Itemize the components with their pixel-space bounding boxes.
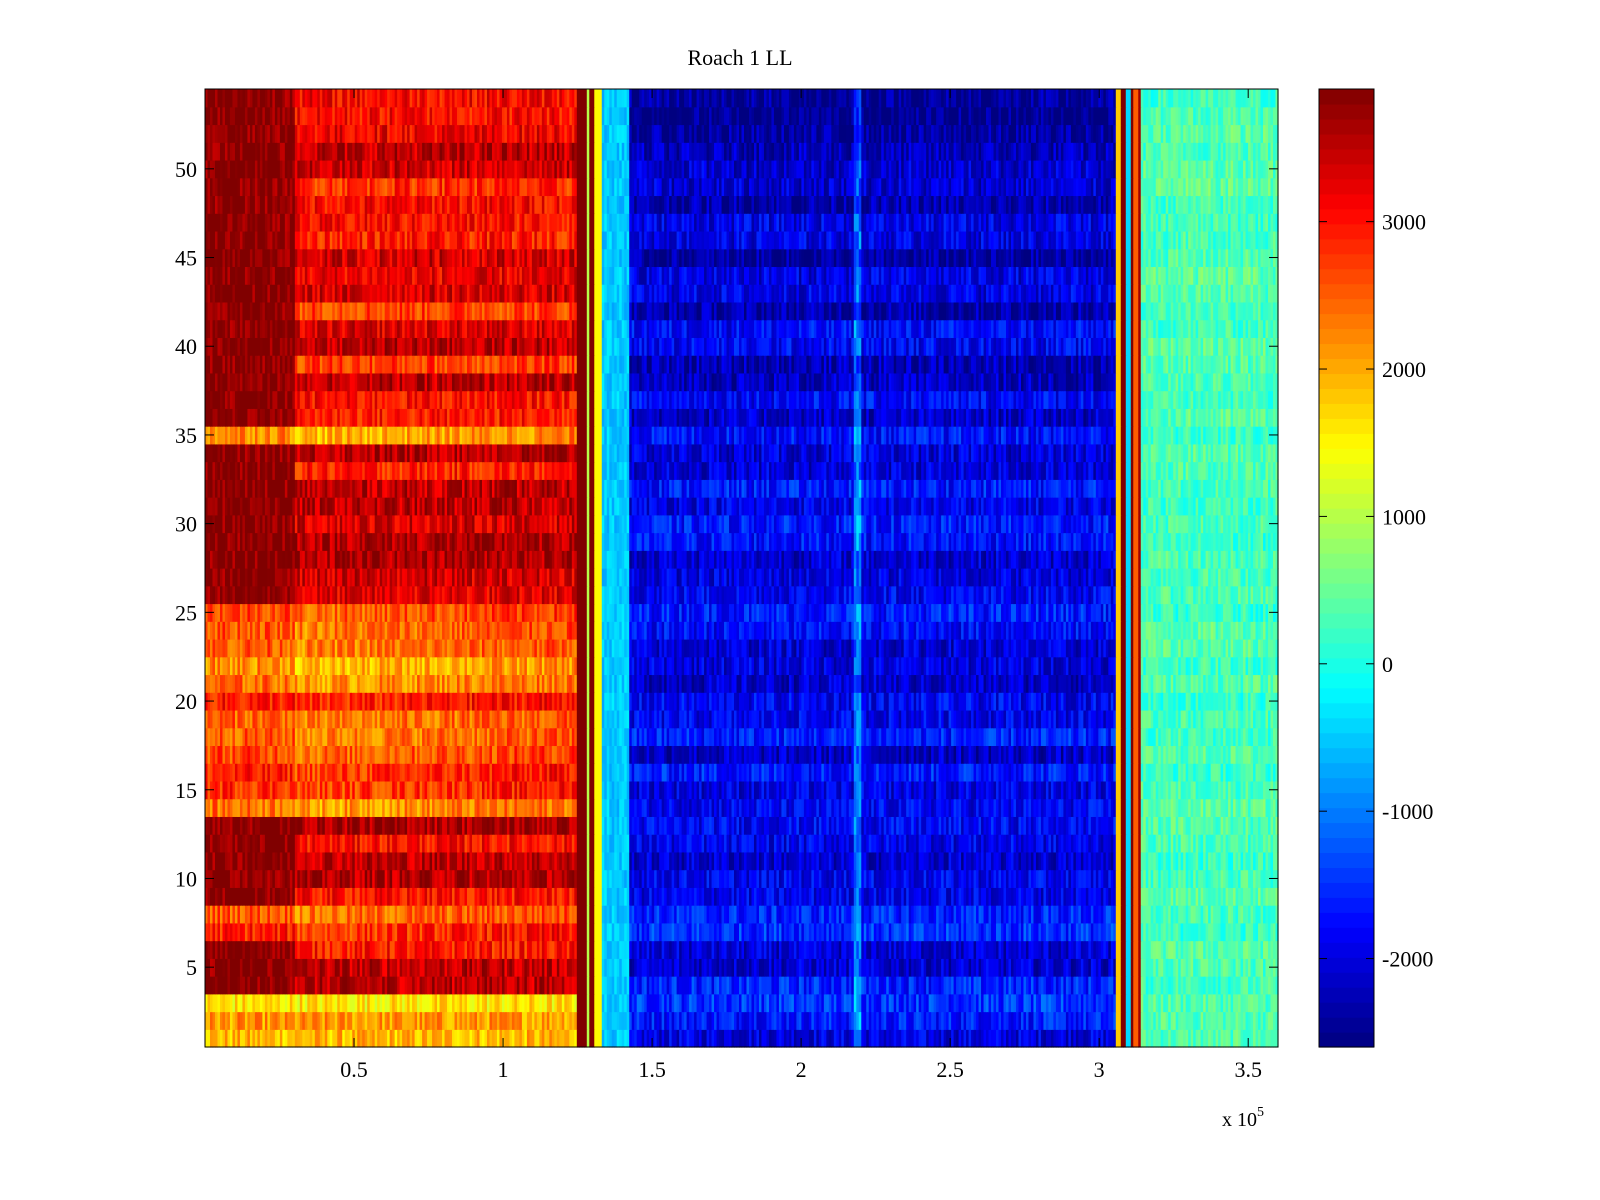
heatmap-cells bbox=[205, 89, 1279, 1048]
chart-title: Roach 1 LL bbox=[687, 45, 792, 70]
